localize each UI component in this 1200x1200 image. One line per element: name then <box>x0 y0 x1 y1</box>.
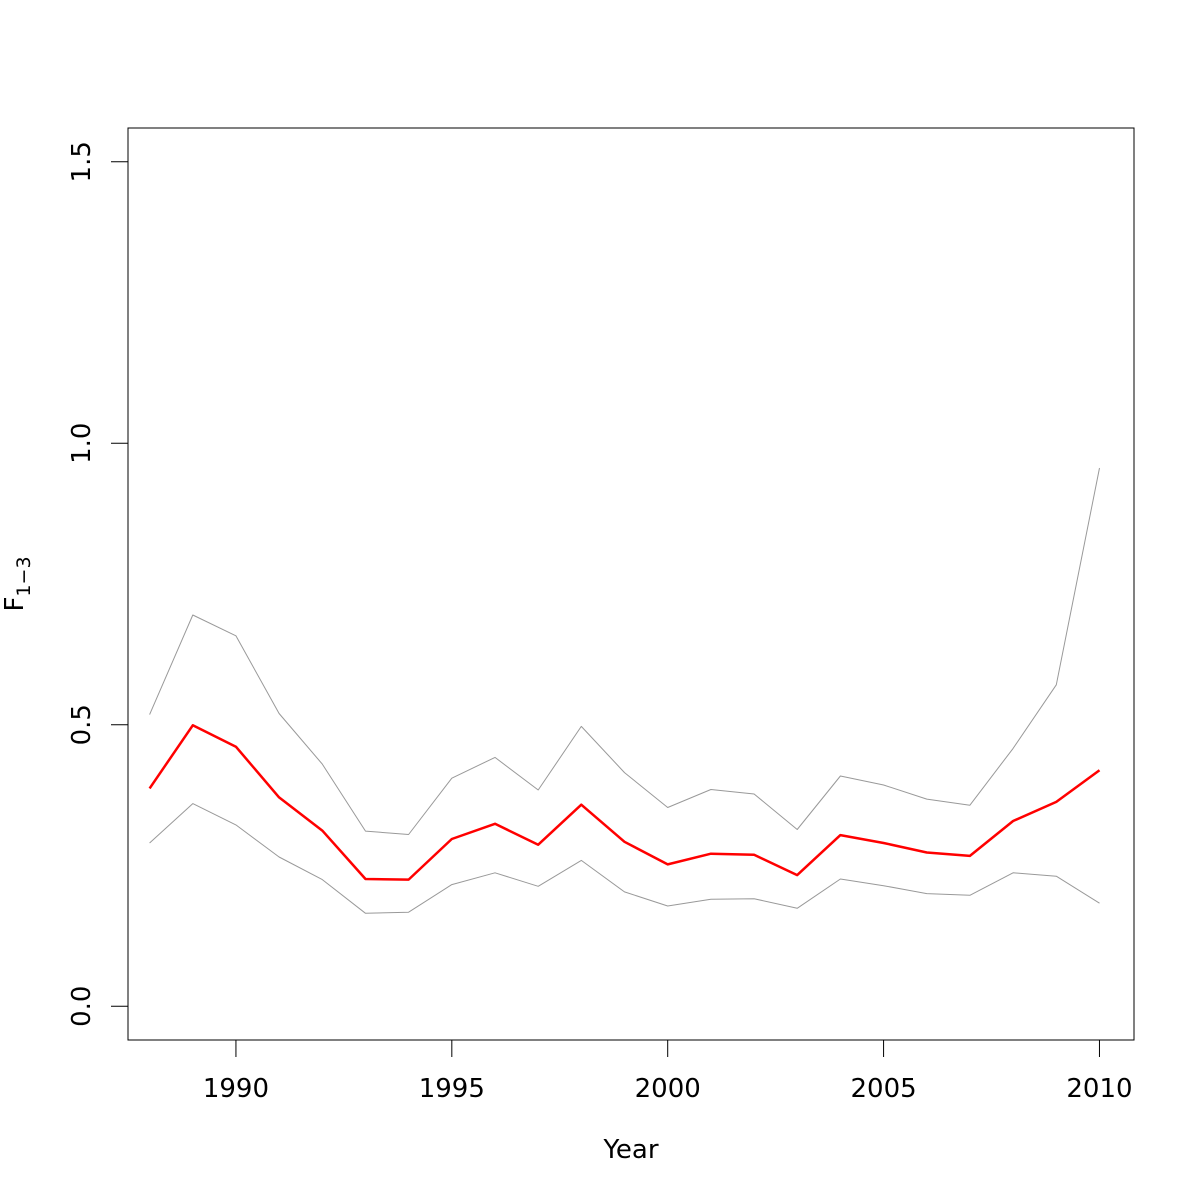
x-axis: 1990 1995 2000 2005 2010 <box>203 1039 1133 1104</box>
x-tick-label: 1995 <box>419 1074 485 1104</box>
x-tick-label: 2010 <box>1066 1074 1132 1104</box>
series-layer <box>148 467 1101 914</box>
y-axis-title-main: F <box>0 597 30 612</box>
x-tick-label: 2005 <box>850 1074 916 1104</box>
x-axis-title: Year <box>602 1135 658 1165</box>
y-tick-label: 0.5 <box>67 704 97 745</box>
x-tick-label: 1990 <box>203 1074 269 1104</box>
series-line-upper-bound <box>149 467 1100 835</box>
y-axis: 0.0 0.5 1.0 1.5 <box>67 141 129 1027</box>
series-line-lower-bound <box>149 803 1100 914</box>
y-tick-label: 0.0 <box>67 986 97 1027</box>
series-line-estimate <box>148 724 1101 881</box>
y-tick-label: 1.5 <box>67 141 97 182</box>
y-axis-title: F1−3 <box>0 556 35 611</box>
plot-frame <box>127 127 1135 1041</box>
x-tick-label: 2000 <box>635 1074 701 1104</box>
y-tick-label: 1.0 <box>67 423 97 464</box>
y-axis-title-subscript: 1−3 <box>13 556 35 596</box>
